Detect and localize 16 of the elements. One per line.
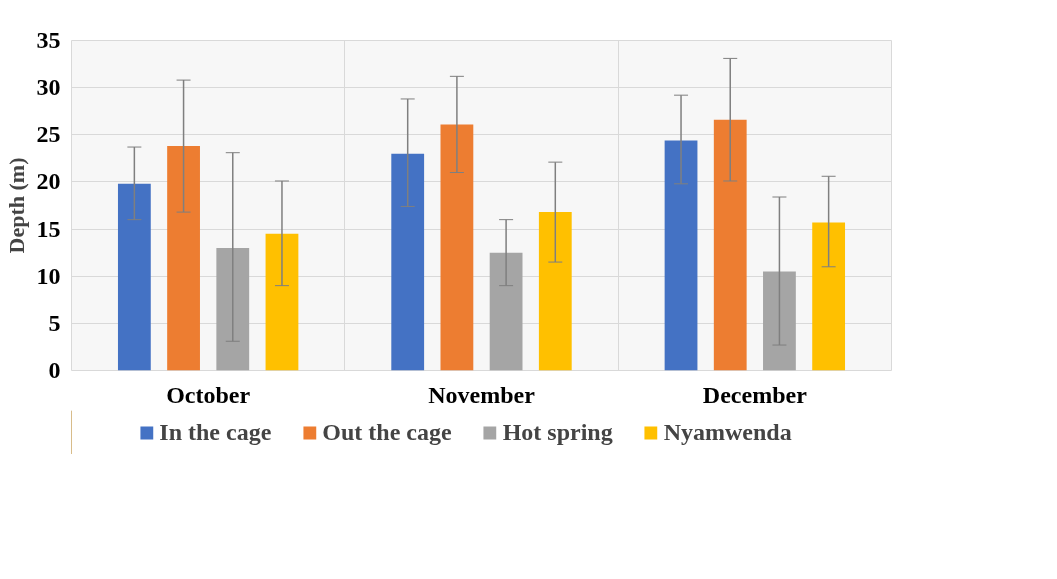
x-tick-label: October — [166, 381, 251, 408]
y-tick-label: 30 — [36, 74, 61, 101]
x-tick-label: December — [702, 381, 808, 408]
y-tick-label: 0 — [48, 357, 61, 383]
y-axis-title: Depth (m) — [3, 157, 29, 254]
y-tick-label: 15 — [36, 215, 61, 242]
y-tick-label: 35 — [36, 27, 61, 53]
legend-label: Hot spring — [502, 418, 613, 446]
y-tick-label: 5 — [48, 309, 61, 336]
legend-label: Nyamwenda — [663, 418, 792, 446]
y-tick-label: 20 — [36, 168, 61, 195]
y-tick-label: 10 — [36, 262, 61, 289]
x-tick-label: November — [428, 381, 536, 408]
legend-label: Out the cage — [322, 418, 452, 446]
legend-label: In the cage — [159, 418, 272, 446]
y-tick-label: 25 — [36, 121, 61, 148]
